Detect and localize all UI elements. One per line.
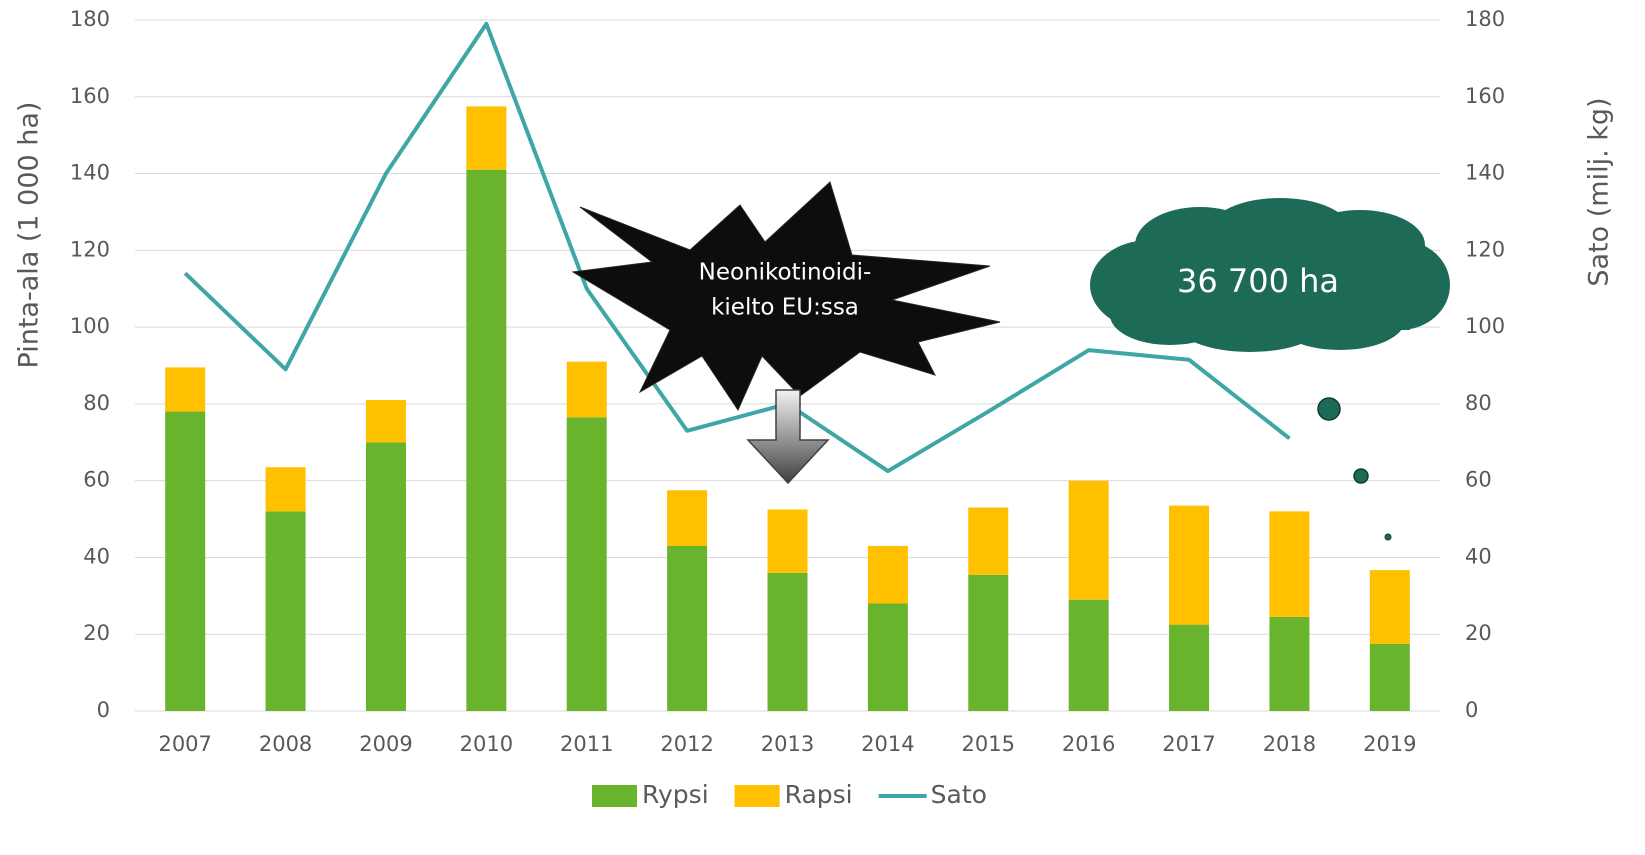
y-tick-label: 100 [70,314,110,338]
cloud-callout: 36 700 ha [1090,198,1450,541]
bar [867,545,908,604]
bar [968,507,1009,575]
x-tick-label: 2008 [259,732,312,756]
bar [867,603,908,711]
legend-label: Rypsi [642,780,709,809]
bar [1269,616,1310,711]
x-tick-label: 2010 [460,732,513,756]
bar [466,106,507,170]
y-tick-label: 60 [83,468,110,492]
x-tick-label: 2016 [1062,732,1115,756]
bar [165,411,206,711]
y-tick-label: 20 [83,621,110,645]
y-tick-label: 40 [83,544,110,568]
y2-tick-label: 20 [1465,621,1492,645]
bar [165,367,206,412]
bar [1068,480,1109,600]
y-tick-label: 0 [97,698,110,722]
x-tick-label: 2009 [359,732,412,756]
bar [566,417,607,711]
y2-tick-label: 100 [1465,314,1505,338]
bar [1369,570,1410,644]
bar [767,509,808,573]
bar [1369,643,1410,711]
y2-tick-label: 40 [1465,544,1492,568]
y2-tick-label: 60 [1465,468,1492,492]
bar [667,545,708,711]
y-tick-label: 140 [70,161,110,185]
bar [466,169,507,711]
bar [1169,624,1210,711]
annotation: Neonikotinoidi- [699,260,872,286]
y2-tick-label: 180 [1465,7,1505,31]
line [183,21,1291,474]
bar [265,511,306,711]
bar [365,442,406,711]
bar [968,574,1009,711]
x-tick-label: 2011 [560,732,613,756]
x-tick-label: 2017 [1162,732,1215,756]
x-tick-label: 2015 [962,732,1015,756]
legend-label: Rapsi [785,780,853,809]
y-tick-label: 180 [70,7,110,31]
y2-axis-title: Sato (milj. kg) [1584,97,1615,286]
legend-swatch [592,785,637,807]
y-tick-label: 120 [70,237,110,261]
bar [1269,511,1310,617]
y-tick-label: 160 [70,84,110,108]
arrow [746,389,830,485]
bar [1169,505,1210,625]
ban-callout: Neonikotinoidi- kielto EU:ssa [571,181,1001,485]
bar [566,361,607,418]
y2-tick-label: 0 [1465,698,1478,722]
x-tick-label: 2012 [660,732,713,756]
bar [667,490,708,546]
x-tick-label: 2007 [158,732,211,756]
annotation: kielto EU:ssa [711,295,859,321]
y2-tick-label: 160 [1465,84,1505,108]
annotation: 36 700 ha [1177,262,1339,300]
bar [365,400,406,443]
y2-tick-label: 80 [1465,391,1492,415]
bar [1068,599,1109,711]
y2-tick-label: 120 [1465,237,1505,261]
y-axis-title: Pinta-ala (1 000 ha) [14,102,45,369]
x-tick-label: 2019 [1363,732,1416,756]
legend-label: Sato [931,780,987,809]
x-tick-label: 2018 [1263,732,1316,756]
plot-area: 0 20 40 60 80 100 120 140 160 180 0 20 40 60 80 100 120 1… [70,7,1505,809]
starburst [571,181,1001,412]
y-tick-label: 80 [83,391,110,415]
legend-swatch [734,785,780,807]
x-tick-label: 2013 [761,732,814,756]
y2-tick-label: 140 [1465,161,1505,185]
x-tick-label: 2014 [861,732,914,756]
bar [767,572,808,711]
bar [265,467,306,512]
